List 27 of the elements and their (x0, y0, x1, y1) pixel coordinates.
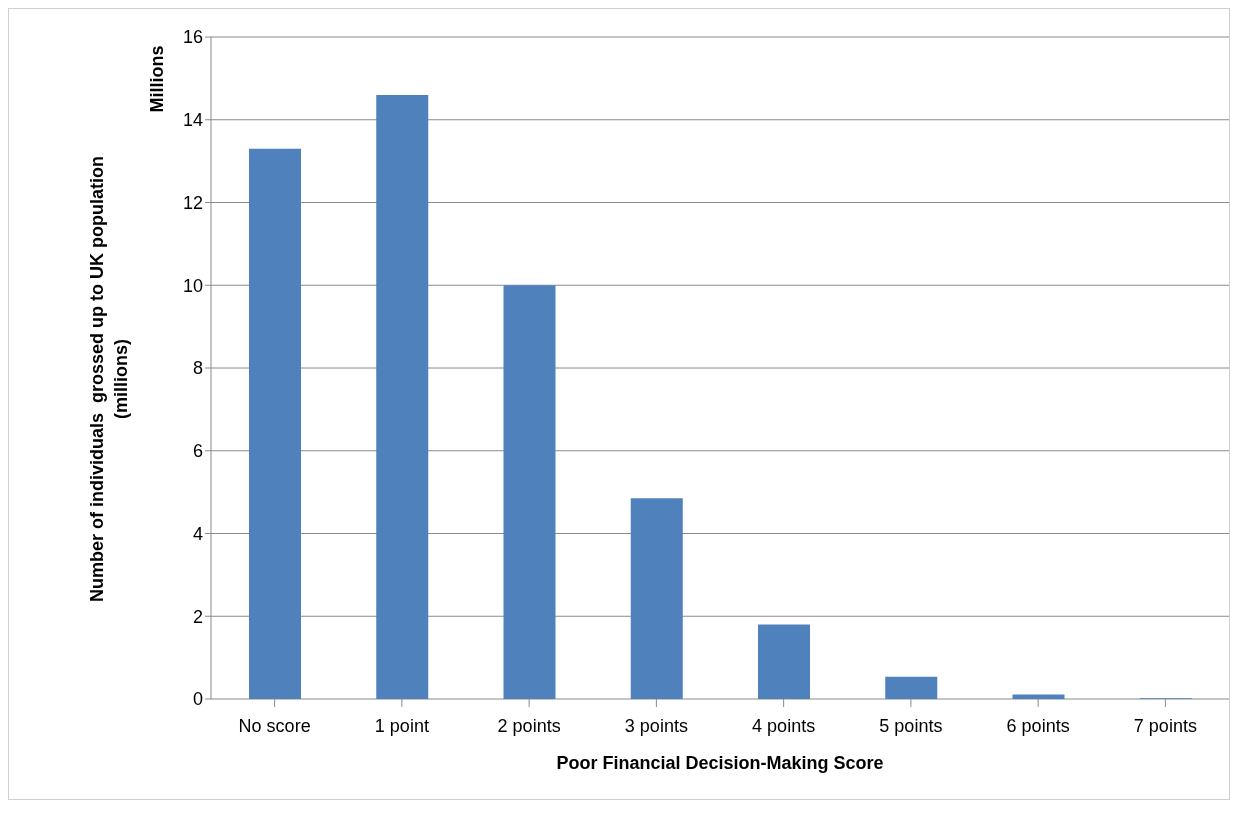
y-tick-label: 4 (192, 523, 203, 544)
y-tick-label: 6 (192, 441, 203, 462)
bar (885, 676, 938, 699)
bar (758, 624, 810, 699)
y-tick-label: 14 (182, 110, 203, 131)
y-tick-label: 10 (182, 275, 203, 296)
y-tick-label: 12 (182, 192, 203, 213)
x-axis-title: Poor Financial Decision-Making Score (556, 753, 884, 773)
bar (503, 285, 556, 699)
bar (249, 148, 301, 699)
x-tick-label: 6 points (1006, 715, 1070, 736)
bar (1012, 694, 1065, 699)
y-axis-title: Number of individuals grossed up to UK population (millions) (87, 155, 131, 603)
bar (630, 498, 683, 699)
x-tick-label: 5 points (879, 715, 943, 736)
x-tick-label: 3 points (624, 715, 688, 736)
y-tick-label: 8 (192, 358, 203, 379)
text: Millions (146, 45, 168, 113)
bar (376, 94, 429, 699)
x-tick-label: 4 points (752, 715, 816, 736)
y-tick-label: 2 (192, 606, 203, 627)
x-tick-label: 7 points (1133, 715, 1197, 736)
x-tick-label: No score (238, 715, 311, 736)
x-tick-label: 1 point (374, 715, 429, 736)
x-tick-label: 2 points (497, 715, 561, 736)
y-tick-label: 16 (182, 27, 203, 48)
y-tick-label: 0 (192, 689, 203, 710)
